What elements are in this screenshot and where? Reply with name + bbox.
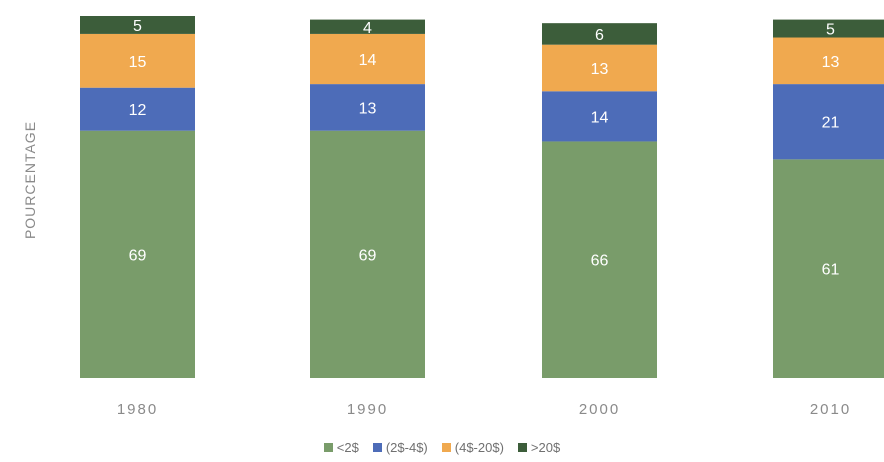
data-label: 14 <box>591 109 609 126</box>
bar-group-1990: 69 13 14 4 <box>310 19 425 378</box>
bar-group-2000: 66 14 13 6 <box>542 23 657 378</box>
data-label: 69 <box>359 247 377 264</box>
bar-segment <box>542 141 657 378</box>
bar-segment <box>80 33 195 88</box>
x-tick-label: 2000 <box>579 401 620 418</box>
data-label: 5 <box>133 18 142 35</box>
legend-label: <2$ <box>336 440 359 455</box>
legend-item: (4$-20$) <box>441 440 504 455</box>
x-tick-label: 2010 <box>810 401 851 418</box>
legend-item: <2$ <box>323 440 359 455</box>
bar-segment <box>310 19 425 34</box>
bar-segment <box>773 37 884 85</box>
data-label: 13 <box>822 54 840 71</box>
bar-segment <box>310 130 425 378</box>
x-tick-label: 1980 <box>117 401 158 418</box>
legend-label: (4$-20$) <box>454 440 504 455</box>
bar-segment <box>80 87 195 131</box>
data-label: 66 <box>591 253 609 270</box>
data-label: 15 <box>129 54 147 71</box>
data-label: 14 <box>359 52 377 69</box>
bar-segment <box>773 159 884 378</box>
data-label: 12 <box>129 102 147 119</box>
data-label: 5 <box>826 22 835 39</box>
data-label: 6 <box>595 27 604 44</box>
x-tick-label: 1990 <box>347 401 388 418</box>
bar-segment <box>310 84 425 131</box>
data-label: 61 <box>822 262 840 279</box>
data-label: 69 <box>129 247 147 264</box>
bar-segment <box>773 84 884 160</box>
bar-segment <box>542 44 657 92</box>
legend-item: >20$ <box>517 440 561 455</box>
data-label: 21 <box>822 115 840 132</box>
legend-label: >20$ <box>530 440 561 455</box>
bar-segment <box>80 16 195 34</box>
stacked-bar-chart: 69 12 15 5 1980 69 13 14 4 1990 66 14 13 6 2000 61 21 13 5… <box>80 16 884 418</box>
bar-segment <box>773 19 884 38</box>
data-label: 4 <box>363 20 372 37</box>
chart-legend: <2$ (2$-4$) (4$-20$) >20$ <box>0 440 884 455</box>
bar-segment <box>80 130 195 378</box>
legend-swatch <box>517 443 527 452</box>
legend-swatch <box>372 443 382 452</box>
legend-label: (2$-4$) <box>385 440 428 455</box>
legend-swatch <box>323 443 333 452</box>
data-label: 13 <box>591 61 609 78</box>
bar-group-2010: 61 21 13 5 <box>773 19 884 378</box>
bar-segment <box>542 23 657 45</box>
legend-item: (2$-4$) <box>372 440 428 455</box>
bar-segment <box>542 91 657 142</box>
legend-swatch <box>441 443 451 452</box>
bar-group-1980: 69 12 15 5 <box>80 16 195 378</box>
data-label: 13 <box>359 100 377 117</box>
bar-segment <box>310 33 425 85</box>
